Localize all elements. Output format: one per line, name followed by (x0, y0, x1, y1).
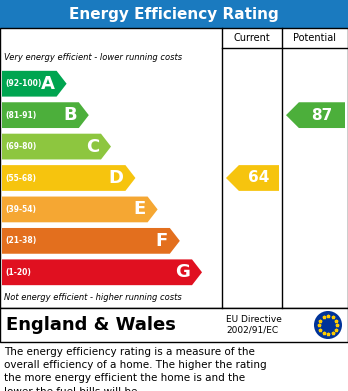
Bar (0, 0, 348, 28)
Polygon shape (286, 102, 345, 128)
Text: The energy efficiency rating is a measure of the
overall efficiency of a home. T: The energy efficiency rating is a measur… (4, 347, 267, 391)
Text: B: B (63, 106, 77, 124)
Text: (69-80): (69-80) (5, 142, 36, 151)
Polygon shape (2, 71, 66, 97)
Polygon shape (2, 134, 111, 160)
Polygon shape (2, 197, 158, 222)
Text: 64: 64 (248, 170, 270, 185)
Polygon shape (226, 165, 279, 191)
Circle shape (314, 311, 342, 339)
Polygon shape (2, 228, 180, 254)
Text: D: D (109, 169, 124, 187)
Text: G: G (175, 263, 190, 281)
Text: (39-54): (39-54) (5, 205, 36, 214)
Text: Current: Current (234, 33, 270, 43)
Text: (1-20): (1-20) (5, 268, 31, 277)
Bar (0, 28, 348, 308)
Polygon shape (2, 102, 89, 128)
Text: (21-38): (21-38) (5, 236, 36, 246)
Text: (92-100): (92-100) (5, 79, 41, 88)
Polygon shape (2, 259, 202, 285)
Text: EU Directive
2002/91/EC: EU Directive 2002/91/EC (226, 315, 282, 335)
Text: 87: 87 (311, 108, 333, 123)
Text: Potential: Potential (293, 33, 337, 43)
Text: (55-68): (55-68) (5, 174, 36, 183)
Text: (81-91): (81-91) (5, 111, 36, 120)
Text: F: F (156, 232, 168, 250)
Text: A: A (41, 75, 55, 93)
Text: England & Wales: England & Wales (6, 316, 176, 334)
Text: C: C (86, 138, 99, 156)
Text: Very energy efficient - lower running costs: Very energy efficient - lower running co… (4, 54, 182, 63)
Text: Not energy efficient - higher running costs: Not energy efficient - higher running co… (4, 294, 182, 303)
Text: E: E (133, 201, 145, 219)
Bar (0, 308, 348, 342)
Polygon shape (2, 165, 135, 191)
Text: Energy Efficiency Rating: Energy Efficiency Rating (69, 7, 279, 22)
